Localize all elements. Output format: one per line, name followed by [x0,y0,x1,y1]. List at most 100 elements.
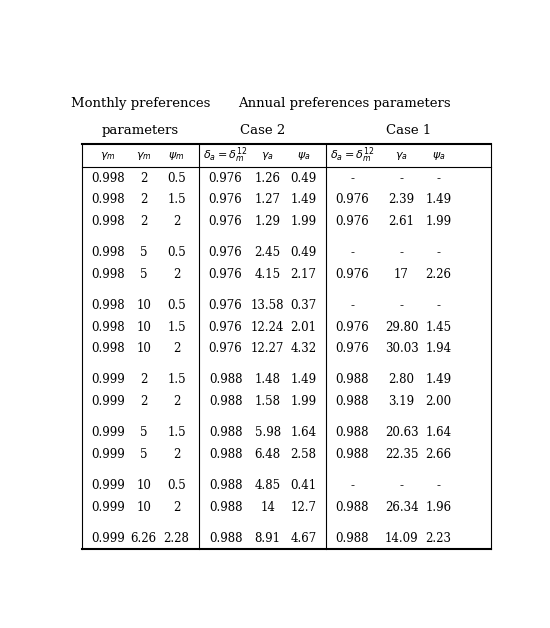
Text: 1.49: 1.49 [290,193,316,207]
Text: 1.58: 1.58 [255,395,280,408]
Text: $\gamma_a$: $\gamma_a$ [395,149,408,161]
Text: -: - [399,479,404,492]
Text: 1.49: 1.49 [425,193,452,207]
Text: 0.998: 0.998 [91,193,125,207]
Text: 0.976: 0.976 [336,268,369,281]
Text: 0.988: 0.988 [209,448,243,461]
Text: 0.37: 0.37 [290,299,316,312]
Text: $\gamma_a$: $\gamma_a$ [261,149,274,161]
Text: 0.5: 0.5 [167,299,186,312]
Text: 0.976: 0.976 [208,342,243,355]
Text: 0.976: 0.976 [208,246,243,259]
Text: 1.64: 1.64 [425,426,452,440]
Text: 0.999: 0.999 [91,448,125,461]
Text: 17: 17 [394,268,409,281]
Text: 5: 5 [140,268,147,281]
Text: 2: 2 [173,501,180,514]
Text: 2.45: 2.45 [255,246,281,259]
Text: -: - [350,171,354,185]
Text: 5: 5 [140,448,147,461]
Text: 2: 2 [140,171,147,185]
Text: 4.85: 4.85 [255,479,281,492]
Text: 2.26: 2.26 [425,268,452,281]
Text: -: - [436,299,441,312]
Text: 0.998: 0.998 [91,268,125,281]
Text: 0.988: 0.988 [336,532,369,545]
Text: 2: 2 [140,215,147,228]
Text: 2.58: 2.58 [290,448,316,461]
Text: 1.49: 1.49 [425,374,452,386]
Text: 5: 5 [140,246,147,259]
Text: 1.94: 1.94 [425,342,452,355]
Text: 0.988: 0.988 [209,395,243,408]
Text: 0.999: 0.999 [91,426,125,440]
Text: -: - [350,299,354,312]
Text: 2.39: 2.39 [388,193,415,207]
Text: 0.988: 0.988 [209,532,243,545]
Text: 20.63: 20.63 [384,426,419,440]
Text: $\delta_a=\delta_m^{12}$: $\delta_a=\delta_m^{12}$ [204,146,248,165]
Text: 2.66: 2.66 [425,448,452,461]
Text: 1.49: 1.49 [290,374,316,386]
Text: 0.988: 0.988 [209,479,243,492]
Text: 0.988: 0.988 [209,501,243,514]
Text: 0.999: 0.999 [91,395,125,408]
Text: 26.34: 26.34 [384,501,419,514]
Text: 2: 2 [173,268,180,281]
Text: Annual preferences parameters: Annual preferences parameters [239,97,451,110]
Text: 6.48: 6.48 [255,448,281,461]
Text: 12.7: 12.7 [290,501,316,514]
Text: 0.988: 0.988 [336,426,369,440]
Text: 0.49: 0.49 [290,246,316,259]
Text: Case 2: Case 2 [240,124,285,137]
Text: 1.26: 1.26 [255,171,280,185]
Text: 14: 14 [260,501,275,514]
Text: $\gamma_m$: $\gamma_m$ [136,149,152,161]
Text: 2: 2 [173,342,180,355]
Text: 0.988: 0.988 [336,501,369,514]
Text: 2: 2 [140,395,147,408]
Text: $\delta_a=\delta_m^{12}$: $\delta_a=\delta_m^{12}$ [331,146,375,165]
Text: 1.5: 1.5 [167,321,186,333]
Text: 2: 2 [173,448,180,461]
Text: 0.49: 0.49 [290,171,316,185]
Text: 4.32: 4.32 [290,342,316,355]
Text: 1.99: 1.99 [425,215,452,228]
Text: 1.96: 1.96 [425,501,452,514]
Text: 0.988: 0.988 [209,374,243,386]
Text: 0.999: 0.999 [91,479,125,492]
Text: 1.48: 1.48 [255,374,280,386]
Text: 0.998: 0.998 [91,321,125,333]
Text: 2: 2 [173,395,180,408]
Text: 0.976: 0.976 [336,321,369,333]
Text: 0.998: 0.998 [91,171,125,185]
Text: $\gamma_m$: $\gamma_m$ [100,149,116,161]
Text: 1.27: 1.27 [255,193,280,207]
Text: 2.00: 2.00 [425,395,452,408]
Text: 0.999: 0.999 [91,532,125,545]
Text: 0.998: 0.998 [91,299,125,312]
Text: 1.5: 1.5 [167,193,186,207]
Text: 6.26: 6.26 [131,532,157,545]
Text: 0.998: 0.998 [91,342,125,355]
Text: 0.976: 0.976 [336,342,369,355]
Text: -: - [436,171,441,185]
Text: 1.5: 1.5 [167,374,186,386]
Text: 0.976: 0.976 [208,193,243,207]
Text: 0.988: 0.988 [336,395,369,408]
Text: 1.5: 1.5 [167,426,186,440]
Text: 30.03: 30.03 [384,342,419,355]
Text: 2: 2 [140,193,147,207]
Text: 0.976: 0.976 [208,268,243,281]
Text: 10: 10 [136,479,151,492]
Text: 2.28: 2.28 [163,532,189,545]
Text: 22.35: 22.35 [385,448,419,461]
Text: 0.988: 0.988 [336,374,369,386]
Text: 0.976: 0.976 [336,193,369,207]
Text: -: - [399,246,404,259]
Text: 0.999: 0.999 [91,501,125,514]
Text: 1.29: 1.29 [255,215,280,228]
Text: 2.01: 2.01 [290,321,316,333]
Text: 3.19: 3.19 [388,395,415,408]
Text: 4.67: 4.67 [290,532,316,545]
